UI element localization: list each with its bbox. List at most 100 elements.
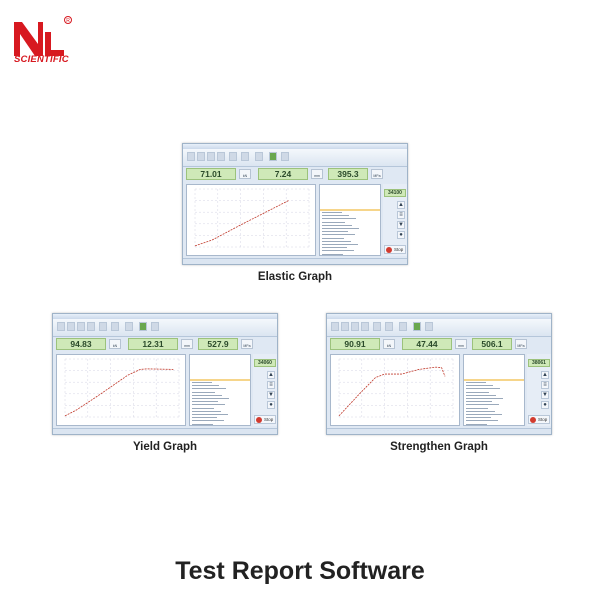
parameter-row (192, 382, 212, 383)
toolbar-button[interactable] (217, 152, 225, 161)
parameter-row (466, 394, 496, 396)
toolbar-button[interactable] (187, 152, 195, 161)
toolbar-button[interactable] (111, 322, 119, 331)
toolbar-button[interactable] (99, 322, 107, 331)
toolbar-button[interactable] (351, 322, 359, 331)
stop-button[interactable]: Stop (384, 245, 406, 254)
ribbon-toolbar (53, 319, 277, 337)
parameter-row (466, 410, 495, 412)
nl-logo: R (14, 16, 72, 56)
up-icon[interactable]: ▲ (541, 371, 549, 379)
parameter-row (322, 250, 354, 252)
stop-button[interactable]: Stop (528, 415, 550, 424)
software-screenshot: 71.01 kN 7.24 mm 395.3 MPa 34100 ▲ ≡ ▼ ● Stop (182, 143, 408, 265)
parameter-panel (189, 354, 251, 426)
record-icon[interactable]: ● (267, 401, 275, 409)
menu-icon[interactable]: ≡ (267, 381, 275, 389)
parameter-row (192, 394, 222, 396)
parameter-row (466, 388, 500, 390)
parameter-row (192, 401, 218, 403)
parameter-row (466, 417, 491, 419)
readout-unit: MPa (515, 339, 527, 349)
toolbar-button[interactable] (57, 322, 65, 331)
toolbar-button[interactable] (341, 322, 349, 331)
toolbar-button[interactable] (269, 152, 277, 161)
toolbar-button[interactable] (87, 322, 95, 331)
parameter-row (192, 423, 213, 425)
toolbar-button[interactable] (399, 322, 407, 331)
parameter-row (322, 228, 359, 229)
readout-value: 527.9 (198, 338, 238, 350)
count-display: 34100 (384, 189, 406, 197)
readout-unit: kN (239, 169, 251, 179)
stop-button[interactable]: Stop (254, 415, 276, 424)
toolbar-button[interactable] (77, 322, 85, 331)
graph-plot (330, 354, 460, 426)
title-bar (327, 314, 551, 319)
toolbar-button[interactable] (151, 322, 159, 331)
menu-icon[interactable]: ≡ (397, 211, 405, 219)
readout-unit: MPa (371, 169, 383, 179)
stress-strain-curve (64, 368, 174, 417)
down-icon[interactable]: ▼ (541, 391, 549, 399)
toolbar-button[interactable] (281, 152, 289, 161)
brand-subtitle: SCIENTIFIC (14, 54, 69, 65)
readout-value: 7.24 (258, 168, 308, 180)
readout-value: 71.01 (186, 168, 236, 180)
toolbar-button[interactable] (125, 322, 133, 331)
parameter-row (466, 398, 503, 399)
graph-plot (56, 354, 186, 426)
toolbar-button[interactable] (139, 322, 147, 331)
menu-icon[interactable]: ≡ (541, 381, 549, 389)
record-icon[interactable]: ● (397, 231, 405, 239)
toolbar-button[interactable] (361, 322, 369, 331)
readout-value: 90.91 (330, 338, 380, 350)
parameter-panel (319, 184, 381, 256)
parameter-row (192, 404, 225, 406)
toolbar-button[interactable] (197, 152, 205, 161)
up-icon[interactable]: ▲ (397, 201, 405, 209)
toolbar-button[interactable] (207, 152, 215, 161)
parameter-row (192, 417, 217, 419)
toolbar-button[interactable] (229, 152, 237, 161)
toolbar-button[interactable] (255, 152, 263, 161)
graph-caption: Yield Graph (132, 441, 198, 453)
parameter-row (322, 218, 356, 220)
parameter-row (192, 410, 221, 412)
parameter-row (466, 414, 502, 415)
toolbar-button[interactable] (413, 322, 421, 331)
parameter-row (466, 385, 493, 387)
stop-icon (256, 417, 262, 423)
readout-value: 12.31 (128, 338, 178, 350)
parameter-row (466, 404, 499, 406)
readout-value: 47.44 (402, 338, 452, 350)
parameter-row (192, 398, 229, 399)
title-bar (183, 144, 407, 149)
parameter-row (466, 423, 487, 425)
graph-canvas (194, 188, 310, 248)
graph-caption: Strengthen Graph (390, 441, 488, 453)
graph-caption: Elastic Graph (257, 271, 333, 283)
up-icon[interactable]: ▲ (267, 371, 275, 379)
down-icon[interactable]: ▼ (397, 221, 405, 229)
selected-row (320, 209, 380, 211)
readout-value: 395.3 (328, 168, 368, 180)
ribbon-toolbar (183, 149, 407, 167)
count-display: 38061 (528, 359, 550, 367)
readout-unit: mm (311, 169, 323, 179)
parameter-row (322, 247, 347, 249)
count-display: 34060 (254, 359, 276, 367)
toolbar-button[interactable] (385, 322, 393, 331)
toolbar-button[interactable] (331, 322, 339, 331)
toolbar-button[interactable] (241, 152, 249, 161)
readout-value: 506.1 (472, 338, 512, 350)
toolbar-button[interactable] (67, 322, 75, 331)
toolbar-button[interactable] (425, 322, 433, 331)
parameter-row (322, 253, 343, 255)
down-icon[interactable]: ▼ (267, 391, 275, 399)
status-bar (327, 428, 551, 434)
graph-canvas (64, 358, 180, 418)
record-icon[interactable]: ● (541, 401, 549, 409)
toolbar-button[interactable] (373, 322, 381, 331)
readout-unit: mm (455, 339, 467, 349)
